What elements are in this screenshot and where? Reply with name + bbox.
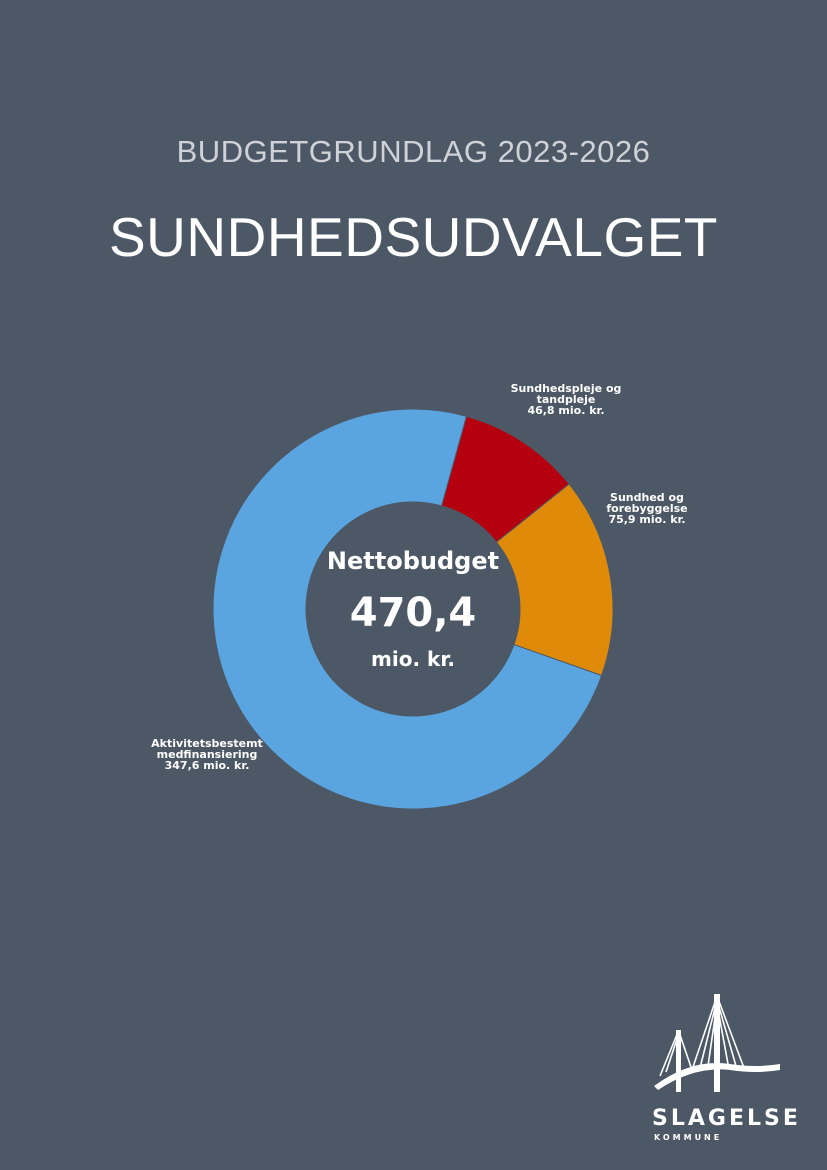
center-label-title: Nettobudget	[327, 547, 499, 575]
document-subtitle: BUDGETGRUNDLAG 2023-2026	[176, 134, 651, 169]
center-label-unit: mio. kr.	[371, 647, 455, 671]
slice-label: Aktivitetsbestemt medfinansiering 347,6 mi…	[151, 737, 263, 772]
center-label-value: 470,4	[350, 590, 477, 636]
slice-aktivitetsbestemt	[212, 408, 603, 810]
slice-label: Sundhed og forebyggelse 75,9 mio. kr.	[606, 491, 687, 526]
slagelse-kommune-logo: SLAGELSE KOMMUNE	[652, 990, 801, 1150]
bridge-icon	[654, 994, 780, 1092]
logo-name: SLAGELSE	[652, 1106, 801, 1131]
slice-sundhed-forebyggelse	[495, 483, 614, 677]
logo-subtitle: KOMMUNE	[654, 1133, 723, 1142]
slice-label: Sundhedspleje og tandpleje 46,8 mio. kr.	[511, 382, 622, 417]
document-title: SUNDHEDSUDVALGET	[108, 206, 719, 268]
